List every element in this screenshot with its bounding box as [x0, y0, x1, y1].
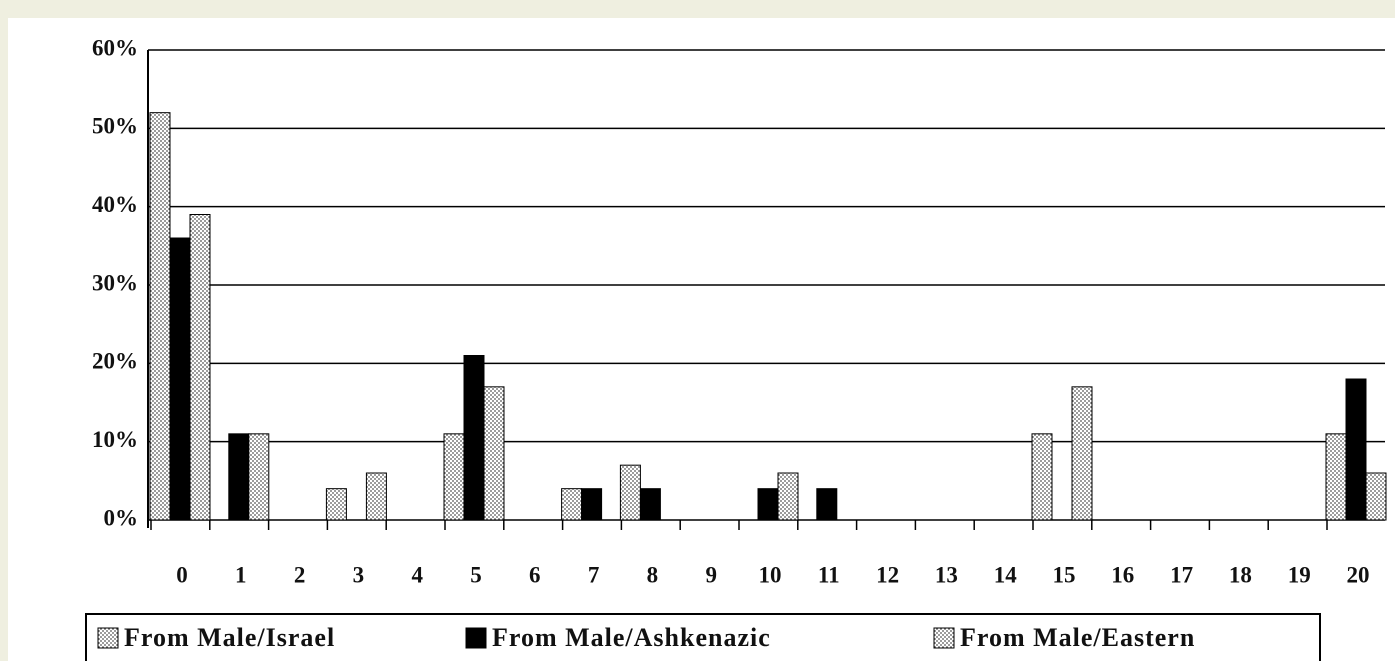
- x-tick-label: 18: [1229, 562, 1252, 587]
- x-tick-label: 5: [470, 562, 482, 587]
- x-tick-label: 12: [876, 562, 899, 587]
- x-tick-label: 1: [235, 562, 247, 587]
- x-tick-label: 15: [1053, 562, 1076, 587]
- legend-swatch: [933, 627, 955, 649]
- bar: [149, 112, 171, 521]
- bar: [228, 433, 250, 521]
- bar: [248, 433, 270, 521]
- x-tick-label: 4: [411, 562, 423, 587]
- y-tick-label: 50%: [92, 114, 138, 139]
- bar: [1325, 433, 1347, 521]
- legend-label: From Male/Ashkenazic: [492, 623, 771, 652]
- x-tick-label: 9: [705, 562, 717, 587]
- legend-swatch: [465, 627, 487, 649]
- x-tick-label: 7: [588, 562, 600, 587]
- bar: [1365, 472, 1387, 521]
- bar: [619, 464, 641, 521]
- x-tick-label: 17: [1170, 562, 1193, 587]
- panel: [8, 18, 1395, 661]
- x-tick-label: 14: [994, 562, 1018, 587]
- x-tick-label: 20: [1347, 562, 1370, 587]
- legend-label: From Male/Israel: [124, 623, 335, 652]
- legend-swatch: [97, 627, 119, 649]
- x-tick-label: 6: [529, 562, 541, 587]
- x-tick-label: 19: [1288, 562, 1311, 587]
- bar: [581, 488, 603, 521]
- y-tick-label: 20%: [92, 349, 138, 374]
- legend-label: From Male/Eastern: [960, 623, 1195, 652]
- bar: [325, 488, 347, 521]
- y-tick-label: 60%: [92, 35, 138, 60]
- bar: [365, 472, 387, 521]
- bar: [443, 433, 465, 521]
- bar: [1071, 386, 1093, 521]
- y-tick-label: 40%: [92, 192, 138, 217]
- bar: [189, 214, 211, 521]
- y-tick-label: 0%: [104, 505, 139, 530]
- bar: [816, 488, 838, 521]
- x-tick-label: 11: [818, 562, 840, 587]
- legend-box: [85, 613, 1321, 661]
- bar: [1345, 378, 1367, 521]
- bar: [757, 488, 779, 521]
- bar: [169, 237, 191, 521]
- bar: [483, 386, 505, 521]
- x-tick-label: 0: [176, 562, 188, 587]
- x-tick-label: 13: [935, 562, 958, 587]
- bar: [1031, 433, 1053, 521]
- bar: [777, 472, 799, 521]
- y-tick-label: 30%: [92, 270, 138, 295]
- bar: [561, 488, 583, 521]
- bar: [639, 488, 661, 521]
- bar: [463, 355, 485, 521]
- x-tick-label: 3: [353, 562, 365, 587]
- x-tick-label: 8: [647, 562, 659, 587]
- x-tick-label: 16: [1111, 562, 1134, 587]
- y-tick-label: 10%: [92, 427, 138, 452]
- x-tick-label: 10: [759, 562, 782, 587]
- x-tick-label: 2: [294, 562, 306, 587]
